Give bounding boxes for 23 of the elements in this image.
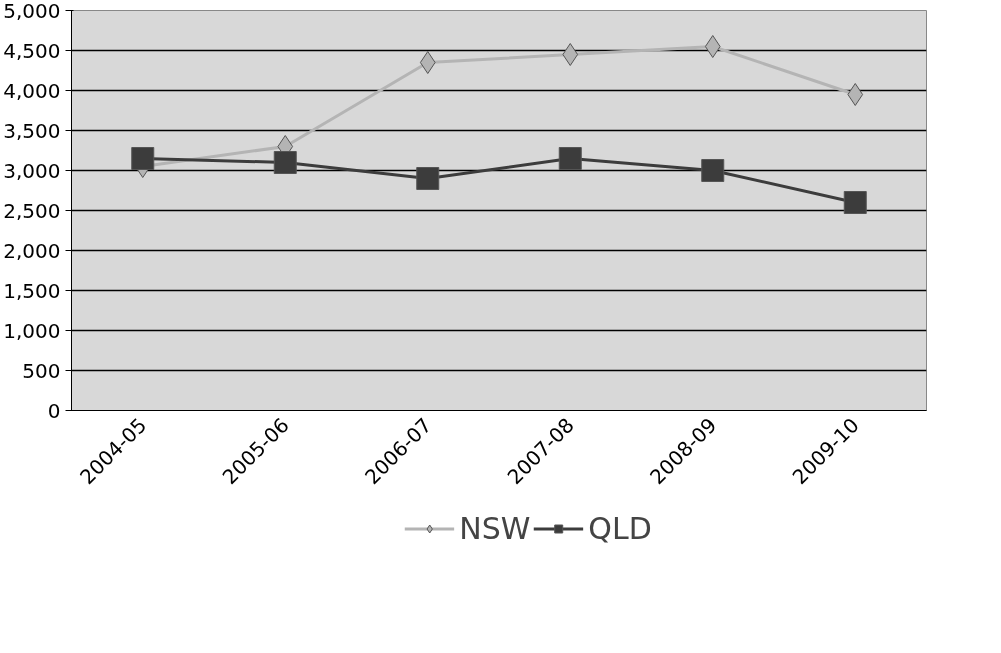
- legend-label: NSW: [459, 510, 531, 546]
- point: [843, 191, 867, 214]
- y-tick-label: 0: [47, 398, 61, 423]
- point: [416, 167, 440, 190]
- y-tick-label: 5,000: [3, 0, 61, 23]
- point: [701, 159, 725, 182]
- y-tick-label: 3,500: [3, 118, 61, 143]
- point: [419, 51, 436, 74]
- y-tick-label: 2,500: [3, 198, 61, 223]
- legend-label: QLD: [588, 510, 652, 546]
- point: [562, 43, 579, 66]
- point: [273, 151, 297, 174]
- point: [558, 147, 582, 170]
- point: [704, 35, 721, 58]
- y-tick-label: 4,000: [3, 78, 61, 103]
- y-tick-label: 500: [22, 358, 61, 383]
- point: [847, 83, 864, 106]
- point: [131, 147, 155, 170]
- y-tick-label: 1,000: [3, 318, 61, 343]
- y-tick-label: 2,000: [3, 238, 61, 263]
- y-tick-label: 3,000: [3, 158, 61, 183]
- y-tick-label: 1,500: [3, 278, 61, 303]
- y-tick-label: 4,500: [3, 38, 61, 63]
